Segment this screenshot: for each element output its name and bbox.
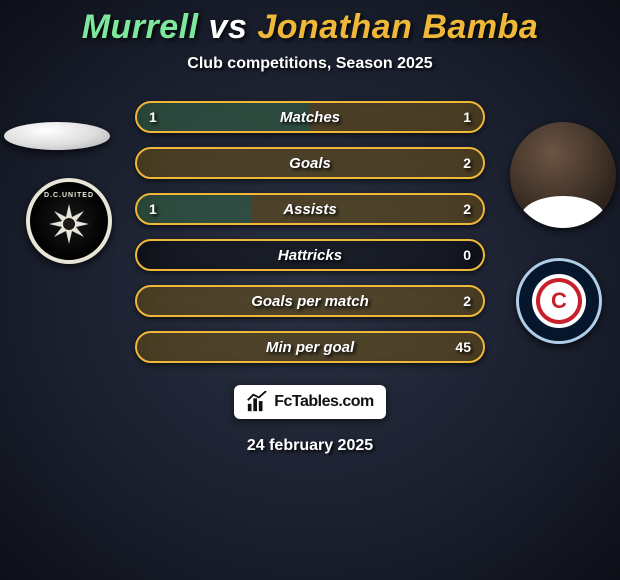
stat-value-left: 1 — [149, 201, 157, 217]
stat-row: Goals per match 2 — [135, 285, 485, 317]
stat-row: Min per goal 45 — [135, 331, 485, 363]
stat-label: Hattricks — [278, 247, 342, 264]
source-badge[interactable]: FcTables.com — [234, 385, 386, 419]
bar-chart-icon — [246, 391, 268, 413]
stat-value-right: 0 — [463, 247, 471, 263]
title-player1: Murrell — [82, 8, 199, 46]
player1-avatar — [4, 122, 110, 150]
team1-logo: D.C.UNITED — [26, 178, 112, 264]
stat-value-right: 45 — [455, 339, 471, 355]
subtitle: Club competitions, Season 2025 — [187, 55, 432, 73]
stat-value-right: 2 — [463, 155, 471, 171]
stat-label: Assists — [283, 201, 336, 218]
player2-avatar — [510, 122, 616, 228]
stat-row: Hattricks 0 — [135, 239, 485, 271]
date-label: 24 february 2025 — [247, 437, 373, 455]
stat-row: Goals 2 — [135, 147, 485, 179]
stat-value-right: 1 — [463, 109, 471, 125]
source-badge-text: FcTables.com — [274, 393, 374, 411]
stat-value-right: 2 — [463, 201, 471, 217]
team1-abbr: D.C.UNITED — [44, 192, 94, 199]
page-title: Murrell vs Jonathan Bamba — [82, 8, 539, 47]
team1-logo-label: D.C.UNITED — [44, 192, 94, 251]
stat-label: Goals per match — [251, 293, 369, 310]
stat-label: Goals — [289, 155, 331, 172]
stat-row: 1 Matches 1 — [135, 101, 485, 133]
stat-value-right: 2 — [463, 293, 471, 309]
stat-label: Min per goal — [266, 339, 354, 356]
title-player2: Jonathan Bamba — [257, 8, 538, 46]
stat-row: 1 Assists 2 — [135, 193, 485, 225]
title-vs: vs — [209, 8, 248, 46]
team2-logo-letter: C — [540, 282, 578, 320]
stats-list: 1 Matches 1 Goals 2 1 Assists 2 Hattricks 0 Goals … — [135, 101, 485, 363]
stat-value-left: 1 — [149, 109, 157, 125]
team2-logo: C — [516, 258, 602, 344]
stat-label: Matches — [280, 109, 340, 126]
